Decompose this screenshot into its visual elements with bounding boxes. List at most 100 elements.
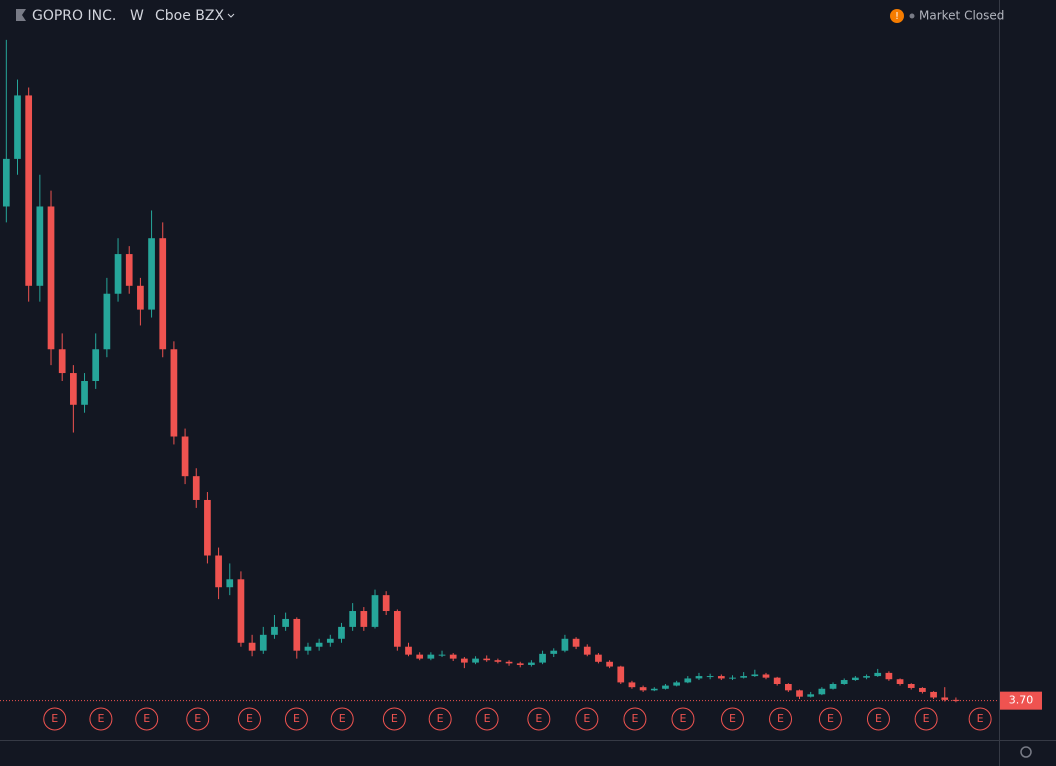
candle-body [550, 650, 558, 654]
candle-body [382, 595, 390, 612]
earnings-marker [623, 707, 647, 731]
candle-body [706, 676, 714, 678]
earnings-label: E [583, 712, 590, 725]
earnings-marker [284, 707, 308, 731]
candle-body [25, 95, 33, 286]
symbol[interactable]: GOPRO INC. [32, 8, 116, 24]
candle-body [81, 380, 88, 405]
candle-body [472, 658, 479, 663]
candle-body [159, 238, 167, 350]
flag-icon [16, 9, 26, 21]
earnings-label: E [535, 712, 542, 725]
candle-body [840, 680, 848, 684]
earnings-marker [575, 707, 599, 731]
candle-body [650, 688, 658, 691]
candle-body [248, 642, 256, 651]
candle-body [874, 672, 882, 677]
earnings-label: E [777, 712, 784, 725]
interval[interactable]: W [130, 8, 144, 24]
last-price-box [1000, 691, 1042, 710]
candle-body [371, 595, 379, 627]
earnings-label: E [827, 712, 834, 725]
candle-body [583, 646, 591, 655]
candle-body [919, 687, 926, 692]
earnings-label: E [97, 712, 104, 725]
candle-body [595, 654, 602, 662]
candle-body [304, 646, 312, 651]
candle-body [237, 579, 245, 643]
candle-body [784, 683, 792, 691]
candle-body [829, 683, 837, 689]
status-icon [890, 9, 904, 23]
earnings-label: E [875, 712, 882, 725]
earnings-marker [43, 707, 67, 731]
candle-body [896, 679, 904, 684]
earnings-marker [382, 707, 406, 731]
candle-body [852, 677, 859, 681]
earnings-label: E [484, 712, 491, 725]
candle-body [259, 634, 267, 651]
last-price-label: 3.70 [1009, 694, 1034, 707]
candle-body [762, 674, 770, 678]
candle-body [226, 579, 234, 588]
earnings-marker [720, 707, 744, 731]
earnings-label: E [51, 712, 58, 725]
earnings-marker [769, 707, 793, 731]
candle-body [740, 676, 748, 678]
earnings-marker [238, 707, 261, 731]
candle-body [92, 349, 100, 381]
candle-body [14, 95, 21, 159]
candle-body [461, 658, 468, 663]
candle-body [628, 682, 636, 688]
candle-body [617, 666, 625, 683]
earnings-marker [89, 707, 113, 731]
candle-body [293, 618, 301, 651]
candle-body [70, 373, 77, 405]
candle-body [181, 436, 189, 477]
gear[interactable] [1020, 746, 1032, 758]
earnings-marker [135, 707, 159, 731]
candle-body [796, 690, 803, 697]
candle-body [271, 626, 278, 635]
candle-body [673, 682, 680, 686]
candle-body [729, 677, 736, 679]
candle-body [416, 654, 424, 659]
candle-body [773, 677, 781, 684]
earnings-marker [818, 707, 842, 731]
candle-body [483, 658, 491, 661]
candle-body [427, 654, 435, 659]
candle-body [204, 499, 211, 556]
earnings-label: E [143, 712, 150, 725]
status: Market Closed [919, 9, 1004, 23]
candle-body [282, 618, 289, 627]
candle-body [137, 285, 144, 310]
candle-body [47, 206, 55, 350]
status-icon-mark: ! [895, 11, 899, 22]
candle-body [449, 654, 457, 659]
candle-body [360, 611, 368, 627]
candle-body [539, 653, 546, 663]
candle-body [572, 638, 580, 647]
settings-icon[interactable] [1020, 746, 1032, 758]
chevron[interactable] [227, 13, 235, 18]
candles [0, 39, 998, 703]
candle-body [561, 638, 569, 651]
candle-body [170, 349, 178, 437]
candle-body [751, 674, 759, 677]
earnings-marker [968, 707, 992, 731]
candle-body [516, 663, 524, 665]
candle-body [58, 349, 66, 374]
candle-body [885, 672, 893, 680]
candle-body [941, 697, 949, 700]
candle-body [494, 660, 502, 662]
earnings-label: E [391, 712, 398, 725]
axes: 3.70 [1000, 691, 1042, 710]
earnings-label: E [339, 712, 346, 725]
exchange[interactable]: Cboe BZX [155, 8, 224, 24]
candle-body [662, 685, 669, 689]
earnings-marker [914, 707, 938, 731]
